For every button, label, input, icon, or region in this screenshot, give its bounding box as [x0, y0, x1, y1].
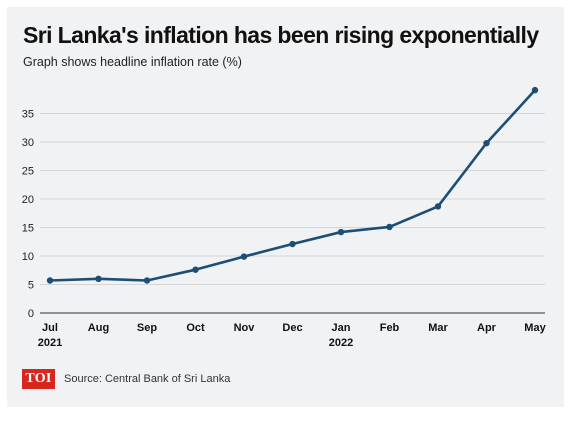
- data-point: [531, 86, 539, 94]
- data-point: [143, 277, 151, 284]
- x-tick-label: Mar: [428, 322, 448, 334]
- data-point: [95, 275, 102, 282]
- x-axis-ticks: Jul 2021 Aug Sep Oct Nov Dec Jan 2022 Feb Mar Apr Ma…: [38, 322, 547, 349]
- x-tick-label: Nov: [234, 322, 256, 334]
- y-tick-label: 30: [22, 137, 34, 149]
- gridlines: [40, 113, 545, 314]
- chart-card: [7, 7, 564, 407]
- y-tick-label: 35: [22, 109, 34, 121]
- y-axis-ticks: 0 5 10 15 20 25 30 35: [22, 109, 34, 321]
- data-point: [434, 203, 442, 210]
- toi-logo: TOI: [22, 369, 55, 389]
- data-point: [240, 253, 248, 260]
- data-point: [192, 266, 199, 273]
- chart-title: Sri Lanka's inflation has been rising ex…: [23, 22, 539, 48]
- data-point: [386, 223, 393, 231]
- x-tick-label: May: [524, 322, 546, 334]
- data-point: [337, 228, 345, 236]
- y-tick-label: 10: [22, 251, 34, 263]
- y-tick-label: 5: [28, 280, 34, 292]
- y-tick-label: 20: [22, 194, 34, 206]
- x-tick-label: Feb: [380, 322, 400, 334]
- data-point: [46, 277, 54, 284]
- data-point: [289, 240, 296, 248]
- series-inflation: [46, 86, 539, 284]
- y-tick-label: 0: [28, 308, 34, 320]
- x-tick-label: Sep: [137, 322, 157, 334]
- x-tick-label: Jul: [42, 322, 58, 334]
- y-tick-label: 25: [22, 166, 34, 178]
- x-tick-label: Apr: [477, 322, 497, 334]
- source-note: Source: Central Bank of Sri Lanka: [64, 373, 231, 385]
- x-tick-label: Jan: [332, 322, 351, 334]
- x-tick-label: Dec: [282, 322, 302, 334]
- y-tick-label: 15: [22, 223, 34, 235]
- chart-subtitle: Graph shows headline inflation rate (%): [23, 55, 242, 69]
- x-tick-label: Aug: [88, 322, 109, 334]
- x-tick-label: Oct: [186, 322, 205, 334]
- x-year-label: 2022: [329, 337, 353, 349]
- data-point: [483, 139, 490, 147]
- x-year-label: 2021: [38, 337, 62, 349]
- series-line: [48, 88, 537, 282]
